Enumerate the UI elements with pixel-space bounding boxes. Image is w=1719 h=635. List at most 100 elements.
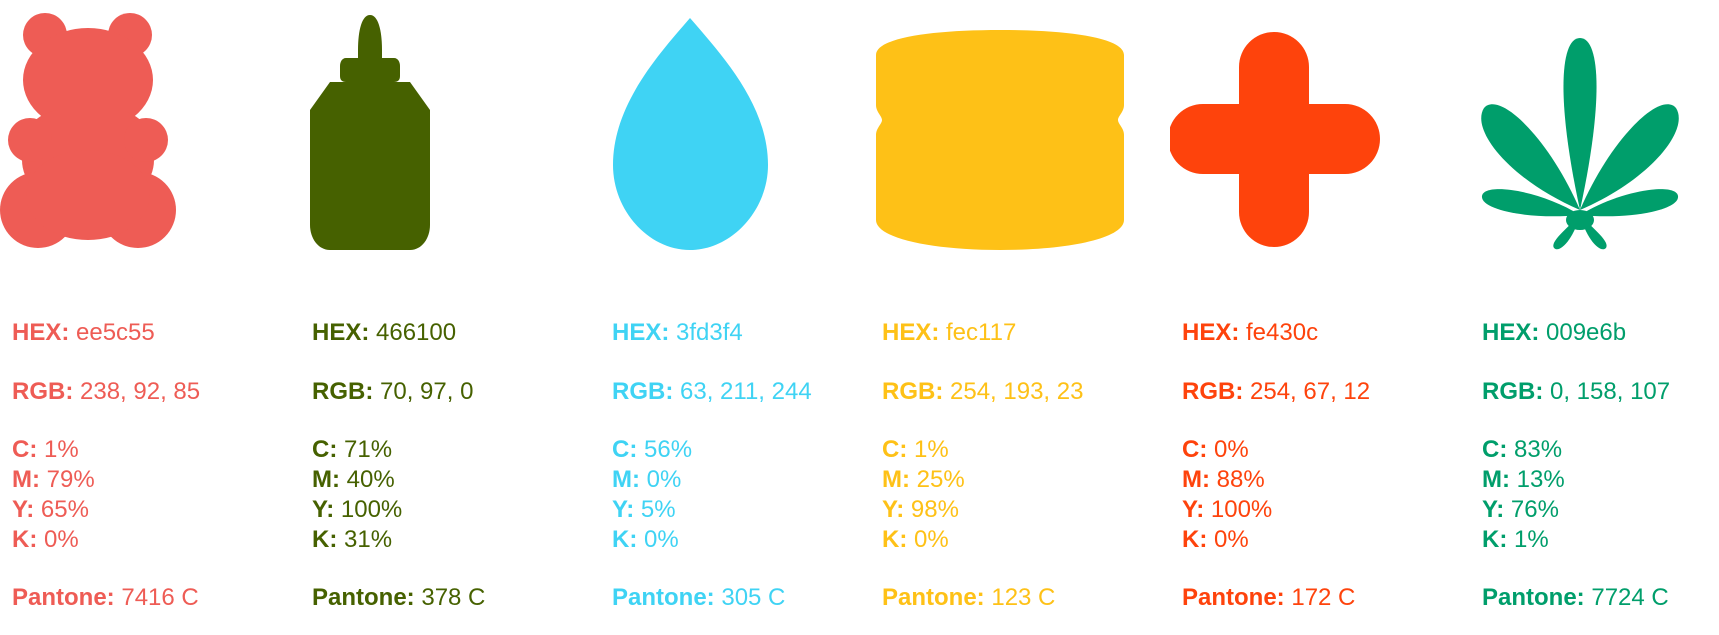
c-label: C: xyxy=(1482,436,1508,463)
c-label: C: xyxy=(882,436,908,463)
y-label: Y: xyxy=(312,496,335,523)
m-label: M: xyxy=(1182,466,1210,493)
c-value: 71% xyxy=(344,436,393,463)
rgb-value: 254, 193, 23 xyxy=(950,378,1084,405)
rgb-label: RGB: xyxy=(1182,378,1244,405)
cyan-row: C: 1% xyxy=(12,435,200,465)
k-value: 1% xyxy=(1514,526,1549,553)
spacer xyxy=(1182,555,1370,583)
cyan-row: C: 56% xyxy=(612,435,812,465)
pantone-value: 305 C xyxy=(721,584,786,611)
y-label: Y: xyxy=(1482,496,1505,523)
c-value: 1% xyxy=(44,436,79,463)
rgb-label: RGB: xyxy=(612,378,674,405)
hex-row: HEX: fe430c xyxy=(1182,318,1370,348)
key-row: K: 31% xyxy=(312,525,485,555)
m-value: 25% xyxy=(916,466,965,493)
cyan-row: C: 83% xyxy=(1482,435,1670,465)
rgb-row: RGB: 238, 92, 85 xyxy=(12,377,200,407)
m-label: M: xyxy=(312,466,340,493)
yellow-row: Y: 98% xyxy=(882,495,1083,525)
hex-label: HEX: xyxy=(312,319,370,346)
medical-cross-icon xyxy=(1170,10,1430,270)
spacer xyxy=(1182,407,1370,435)
key-row: K: 1% xyxy=(1482,525,1670,555)
pantone-row: Pantone: 378 C xyxy=(312,583,485,613)
color-swatch-green: HEX: 009e6b RGB: 0, 158, 107 C: 83% M: 1… xyxy=(1470,0,1719,635)
c-value: 83% xyxy=(1514,436,1563,463)
m-value: 79% xyxy=(46,466,95,493)
magenta-row: M: 40% xyxy=(312,465,485,495)
hex-label: HEX: xyxy=(882,319,940,346)
rgb-row: RGB: 254, 193, 23 xyxy=(882,377,1083,407)
color-swatch-orange: HEX: fe430c RGB: 254, 67, 12 C: 0% M: 88… xyxy=(1170,0,1450,635)
color-specs: HEX: 009e6b RGB: 0, 158, 107 C: 83% M: 1… xyxy=(1482,318,1670,613)
c-value: 56% xyxy=(644,436,693,463)
dropper-bottle-icon xyxy=(300,10,560,270)
m-value: 40% xyxy=(346,466,395,493)
k-value: 0% xyxy=(1214,526,1249,553)
pantone-label: Pantone: xyxy=(312,584,415,611)
magenta-row: M: 88% xyxy=(1182,465,1370,495)
k-label: K: xyxy=(1482,526,1508,553)
y-value: 100% xyxy=(1210,496,1273,523)
m-label: M: xyxy=(882,466,910,493)
rgb-row: RGB: 254, 67, 12 xyxy=(1182,377,1370,407)
pantone-row: Pantone: 7416 C xyxy=(12,583,200,613)
hex-row: HEX: ee5c55 xyxy=(12,318,200,348)
c-value: 1% xyxy=(914,436,949,463)
magenta-row: M: 13% xyxy=(1482,465,1670,495)
rgb-row: RGB: 70, 97, 0 xyxy=(312,377,485,407)
k-label: K: xyxy=(1182,526,1208,553)
hex-row: HEX: fec117 xyxy=(882,318,1083,348)
spacer xyxy=(882,348,1083,377)
hex-value: fe430c xyxy=(1246,319,1319,346)
yellow-row: Y: 76% xyxy=(1482,495,1670,525)
hex-value: ee5c55 xyxy=(76,319,155,346)
yellow-row: Y: 100% xyxy=(1182,495,1370,525)
key-row: K: 0% xyxy=(882,525,1083,555)
cyan-row: C: 0% xyxy=(1182,435,1370,465)
y-value: 100% xyxy=(340,496,403,523)
magenta-row: M: 79% xyxy=(12,465,200,495)
m-value: 0% xyxy=(646,466,682,493)
magenta-row: M: 0% xyxy=(612,465,812,495)
hex-row: HEX: 466100 xyxy=(312,318,485,348)
color-specs: HEX: fec117 RGB: 254, 193, 23 C: 1% M: 2… xyxy=(882,318,1083,613)
k-label: K: xyxy=(882,526,908,553)
y-value: 76% xyxy=(1510,496,1559,523)
rgb-value: 238, 92, 85 xyxy=(80,378,201,405)
hex-value: 466100 xyxy=(376,319,457,346)
spacer xyxy=(1482,348,1670,377)
y-value: 65% xyxy=(40,496,89,523)
rgb-label: RGB: xyxy=(882,378,944,405)
spacer xyxy=(12,348,200,377)
hex-value: 009e6b xyxy=(1546,319,1627,346)
y-label: Y: xyxy=(12,496,35,523)
k-value: 31% xyxy=(344,526,393,553)
rgb-label: RGB: xyxy=(12,378,74,405)
pantone-label: Pantone: xyxy=(1182,584,1285,611)
pantone-value: 7416 C xyxy=(121,584,199,611)
color-swatch-cyan: HEX: 3fd3f4 RGB: 63, 211, 244 C: 56% M: … xyxy=(600,0,880,635)
spacer xyxy=(12,555,200,583)
spacer xyxy=(1482,555,1670,583)
pantone-label: Pantone: xyxy=(882,584,985,611)
c-label: C: xyxy=(312,436,338,463)
spacer xyxy=(312,407,485,435)
cyan-row: C: 71% xyxy=(312,435,485,465)
pantone-label: Pantone: xyxy=(612,584,715,611)
c-label: C: xyxy=(12,436,38,463)
yellow-row: Y: 65% xyxy=(12,495,200,525)
color-swatch-red: HEX: ee5c55 RGB: 238, 92, 85 C: 1% M: 79… xyxy=(0,0,280,635)
key-row: K: 0% xyxy=(612,525,812,555)
pantone-label: Pantone: xyxy=(1482,584,1585,611)
yellow-row: Y: 100% xyxy=(312,495,485,525)
m-label: M: xyxy=(612,466,640,493)
key-row: K: 0% xyxy=(12,525,200,555)
hex-value: fec117 xyxy=(946,319,1017,346)
spacer xyxy=(612,407,812,435)
jar-icon xyxy=(870,10,1150,270)
gummy-bear-icon xyxy=(0,10,260,270)
